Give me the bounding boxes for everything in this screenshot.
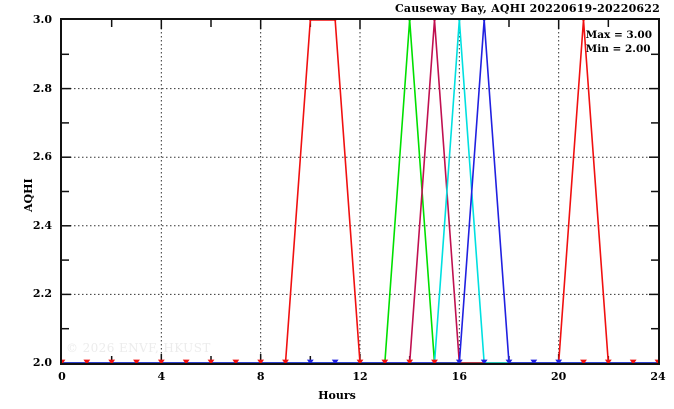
x-tick-label: 8 (256, 370, 265, 383)
x-tick-label: 12 (352, 370, 368, 383)
watermark: © 2026 ENVF, HKUST (66, 341, 211, 355)
min-label: Min = 2.00 (585, 43, 651, 55)
x-axis-label: Hours (318, 389, 356, 402)
x-tick-label: 4 (157, 370, 166, 383)
y-tick-label: 2.6 (32, 150, 52, 164)
y-tick-label: 2.4 (32, 218, 52, 232)
chart-title: Causeway Bay, AQHI 20220619-20220622 (394, 2, 660, 15)
y-tick-label: 3.0 (32, 13, 52, 26)
y-axis-label: AQHI (22, 177, 35, 212)
y-tick-label: 2.2 (32, 287, 52, 301)
max-label: Max = 3.00 (585, 29, 652, 41)
x-tick-label: 24 (650, 370, 666, 383)
x-tick-label: 0 (58, 370, 66, 383)
x-tick-label: 16 (451, 370, 467, 383)
plot-area (60, 18, 660, 365)
y-tick-label: 2.8 (32, 81, 52, 95)
stats-annotation: Max = 3.00 Min = 2.00 (586, 28, 652, 56)
x-tick-label: 20 (551, 370, 567, 383)
plot-canvas (62, 20, 658, 363)
y-tick-label: 2.0 (32, 356, 52, 369)
